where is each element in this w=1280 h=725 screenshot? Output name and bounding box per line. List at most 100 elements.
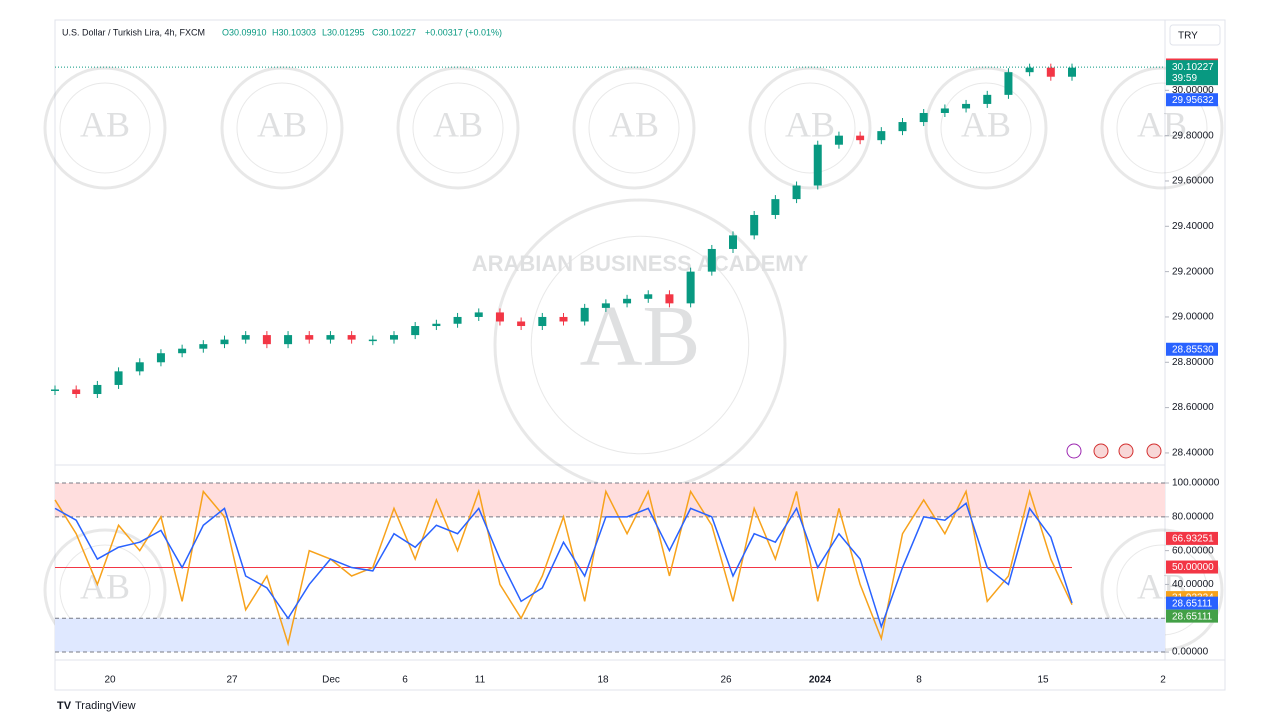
currency-button[interactable] xyxy=(1169,24,1221,46)
y-tick-label: 28.80000 xyxy=(1172,357,1214,368)
candle xyxy=(178,348,187,354)
candle xyxy=(580,307,589,322)
watermark-logo: AB xyxy=(80,104,130,144)
icon[interactable] xyxy=(1066,443,1082,459)
icon[interactable] xyxy=(1093,443,1109,459)
currency-label[interactable]: TRY xyxy=(1178,31,1198,42)
candle xyxy=(686,271,695,304)
candle xyxy=(156,353,165,363)
watermark-logo: AB xyxy=(1137,104,1187,144)
ohlc-close: C30.10227 xyxy=(372,27,416,37)
x-tick-label: 15 xyxy=(1037,675,1049,686)
osc-tag xyxy=(1166,531,1218,545)
toolbar-icons xyxy=(1066,443,1162,459)
watermark-ring xyxy=(412,82,504,174)
ohlc-low: L30.01295 xyxy=(322,27,365,37)
candle xyxy=(474,312,483,317)
candle xyxy=(813,144,822,186)
icon[interactable] xyxy=(1146,443,1162,459)
footer-brand: TradingView xyxy=(75,700,136,712)
candle xyxy=(453,316,462,324)
candle xyxy=(199,344,208,349)
watermark-ring xyxy=(59,82,151,174)
y-tick-label: 0.00000 xyxy=(1172,647,1209,658)
candle xyxy=(114,371,123,385)
candle xyxy=(262,335,271,345)
candle xyxy=(940,108,949,113)
x-tick-label: 27 xyxy=(226,675,238,686)
candle xyxy=(1046,67,1055,77)
candle xyxy=(559,316,568,322)
watermark-ring xyxy=(588,82,680,174)
price-tag xyxy=(1166,342,1218,356)
candle xyxy=(368,339,377,342)
y-tick-label: 29.20000 xyxy=(1172,266,1214,277)
y-tick-label: 29.00000 xyxy=(1172,312,1214,323)
x-tick-label: 6 xyxy=(402,675,408,686)
watermark-ring xyxy=(1116,82,1208,174)
watermark-logo: AB xyxy=(257,104,307,144)
candle xyxy=(792,185,801,200)
price-tag-label: 29.95632 xyxy=(1172,95,1214,106)
y-tick-label: 30.00000 xyxy=(1172,85,1214,96)
candle xyxy=(856,135,865,141)
x-tick-label: 18 xyxy=(597,675,609,686)
watermark-ring xyxy=(43,66,167,190)
watermark-ring xyxy=(940,82,1032,174)
y-tick-label: 28.40000 xyxy=(1172,448,1214,459)
candle xyxy=(135,362,144,372)
x-tick-label: Dec xyxy=(322,675,340,686)
candle xyxy=(220,339,229,345)
plot xyxy=(51,63,1165,653)
price-tag-label: 30.10227 xyxy=(1172,62,1214,73)
candle xyxy=(983,94,992,104)
watermark-text: ARABIAN BUSINESS ACADEMY xyxy=(472,251,809,276)
watermark-logo: AB xyxy=(609,104,659,144)
watermark-ring xyxy=(748,66,872,190)
x-tick-label: 11 xyxy=(475,675,486,686)
symbol: U.S. Dollar / Turkish Lira, 4h, FXCM xyxy=(62,27,205,37)
candle xyxy=(241,335,250,340)
candle xyxy=(347,335,356,340)
osc-tag-label: 28.65111 xyxy=(1172,611,1213,622)
watermark-ring xyxy=(764,82,856,174)
lower-band xyxy=(55,618,1165,653)
watermark-logo: AB xyxy=(961,104,1011,144)
candle xyxy=(665,294,674,304)
candle xyxy=(707,248,716,272)
candle xyxy=(51,389,59,391)
osc-tag-label: 50.00000 xyxy=(1172,562,1214,573)
tv-logo: TV xyxy=(57,700,72,712)
watermark-ring xyxy=(572,66,696,190)
countdown: 39:59 xyxy=(1172,73,1197,84)
x-tick-label: 20 xyxy=(104,675,116,686)
watermark-ring xyxy=(530,235,750,455)
candle xyxy=(729,235,737,249)
candle xyxy=(538,316,547,327)
oscillator-line xyxy=(54,502,1073,630)
y-tick-label: 29.60000 xyxy=(1172,176,1214,187)
icon[interactable] xyxy=(1118,443,1134,459)
osc-tag xyxy=(1166,596,1218,610)
candle xyxy=(834,135,843,145)
watermark-ring xyxy=(396,66,520,190)
watermark-logo: AB xyxy=(433,104,483,144)
watermark-ring xyxy=(1100,66,1224,190)
watermark: AB AB AB AB AB AB AB AB ARABIAN BUSINESS ACADEMY… xyxy=(43,66,1224,652)
candle xyxy=(326,335,335,340)
x-tick-label: 2 xyxy=(1160,675,1166,686)
oscillator-line xyxy=(54,488,1073,647)
watermark-logo: AB xyxy=(80,566,130,606)
ohlc-high: H30.10303 xyxy=(272,27,316,37)
candle xyxy=(898,122,907,132)
y-tick-label: 29.80000 xyxy=(1172,130,1214,141)
candle xyxy=(284,335,293,345)
watermark-ring xyxy=(220,66,344,190)
candle xyxy=(644,294,653,299)
ohlc-change: +0.00317 (+0.01%) xyxy=(425,27,502,37)
candle xyxy=(72,389,81,395)
candle xyxy=(1025,67,1034,73)
candle xyxy=(1068,67,1076,77)
